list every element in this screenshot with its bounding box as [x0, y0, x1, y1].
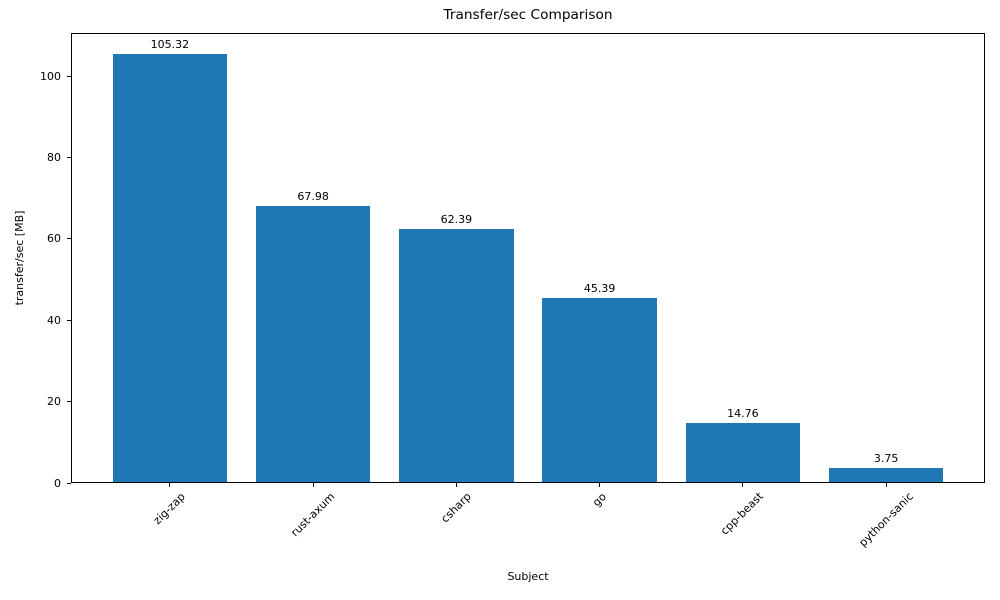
x-axis-label: Subject: [507, 570, 549, 583]
bar: [685, 422, 801, 483]
y-axis-label: transfer/sec [MB]: [13, 210, 26, 306]
y-axis-tick: [67, 401, 71, 403]
y-axis-tick: [67, 482, 71, 484]
x-axis-tick-label: zig-zap: [151, 489, 189, 527]
y-axis-tick: [67, 238, 71, 240]
y-axis-tick-label: 60: [47, 232, 61, 246]
bar: [828, 467, 944, 483]
bar: [255, 206, 371, 483]
bar: [112, 54, 228, 483]
x-axis-tick: [312, 483, 314, 487]
bar: [399, 229, 514, 483]
x-axis-tick-label: cpp-beast: [718, 490, 767, 538]
x-axis-tick-label: python-sanic: [856, 489, 916, 550]
y-axis-tick-label: 40: [47, 313, 61, 327]
y-axis-tick-label: 100: [40, 69, 61, 83]
x-axis-tick: [742, 483, 744, 487]
y-axis-tick-label: 20: [47, 395, 61, 409]
x-axis-tick-label: csharp: [438, 489, 474, 526]
bar-value-label: 62.39: [440, 213, 473, 227]
bar: [542, 298, 657, 483]
x-axis-tick: [599, 483, 601, 487]
x-axis-tick-label: rust-axum: [288, 489, 338, 539]
y-axis-tick-label: 0: [54, 476, 61, 490]
y-axis-tick: [67, 319, 71, 321]
y-axis-tick: [67, 157, 71, 158]
bar-value-label: 14.76: [727, 406, 759, 420]
x-axis-tick: [885, 483, 887, 487]
y-axis-tick: [67, 75, 71, 77]
x-axis-tick: [455, 483, 457, 487]
x-axis-tick-label: go: [589, 490, 609, 509]
bar-value-label: 45.39: [583, 282, 616, 296]
bar-value-label: 3.75: [873, 451, 899, 465]
bar-value-label: 105.32: [150, 38, 190, 52]
bar-value-label: 67.98: [297, 190, 329, 204]
y-axis-tick-label: 80: [47, 151, 61, 164]
chart-title: Transfer/sec Comparison: [443, 7, 613, 23]
x-axis-tick: [169, 483, 171, 487]
